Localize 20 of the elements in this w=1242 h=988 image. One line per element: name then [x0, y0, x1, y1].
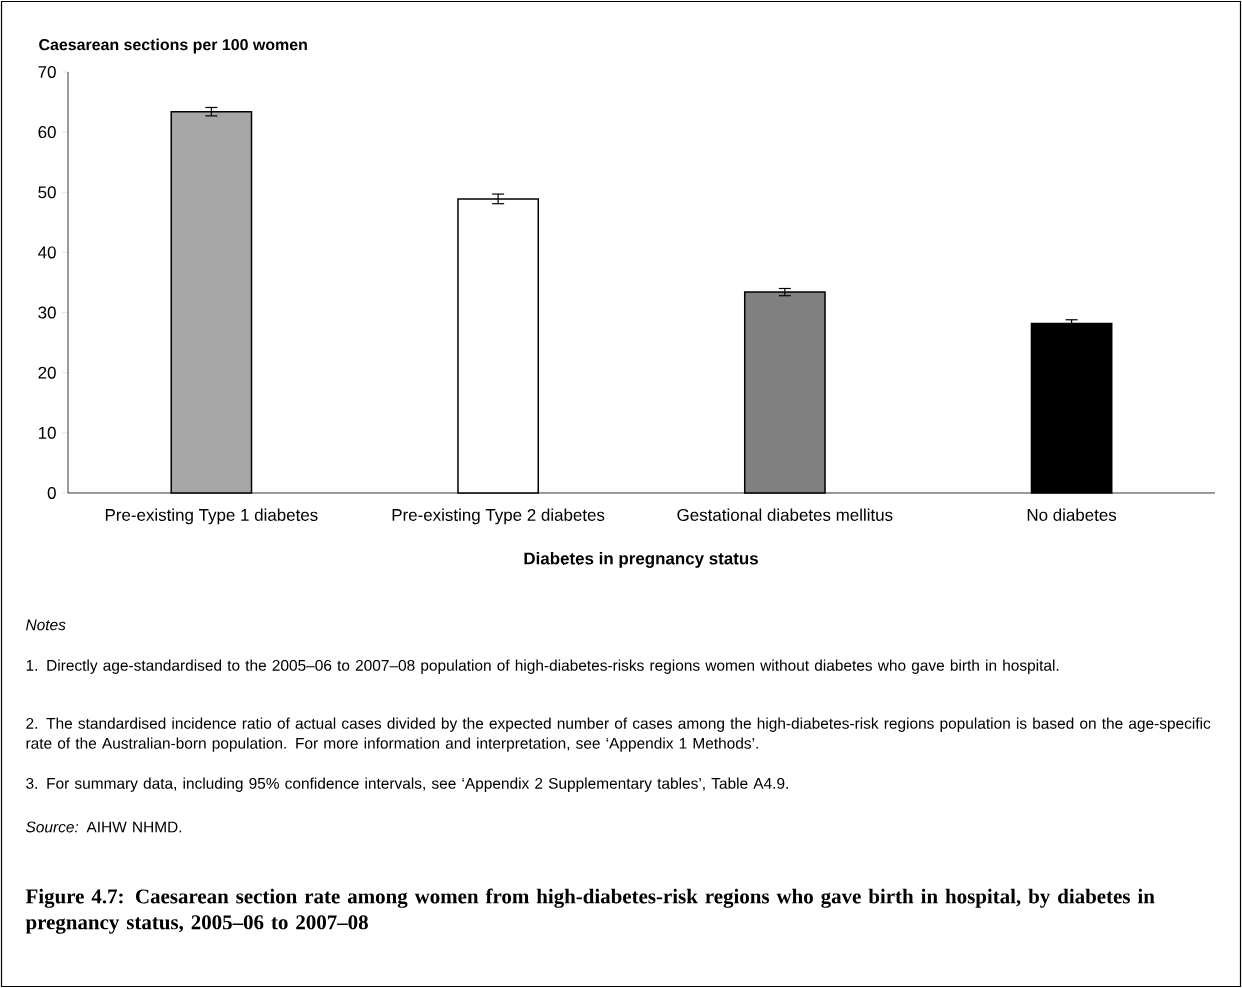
text: 2. The standardised incidence ratio of actual cases divided by the expected number of cases among the high-diabetes-risk regions population is based on the age-specific rate of the Australian-born population. For more information and interpretation, see ‘Appendix 1 Methods’. — [26, 717, 1211, 752]
x-tick-label: Pre-existing Type 1 diabetes — [105, 508, 318, 525]
text: Source: AIHW NHMD. — [25, 821, 182, 833]
y-axis-title: Caesarean sections per 100 women — [39, 38, 307, 54]
x-tick-label: Gestational diabetes mellitus — [677, 508, 893, 521]
y-tick-label: 70 — [38, 65, 56, 78]
y-tick-label: 30 — [38, 306, 56, 319]
y-tick-label: 0 — [47, 486, 56, 499]
text: Figure 4.7: Caesarean section rate among women from high-diabetes-risk regions who gave birth in hospital, by diabetes in pregnancy status, 2005–06 to 2007–08 — [25, 888, 1155, 934]
y-tick-label: 20 — [38, 366, 56, 379]
text: Notes — [26, 619, 66, 631]
x-axis-title: Diabetes in pregnancy status — [524, 552, 758, 568]
y-tick-label: 50 — [38, 186, 56, 199]
text: 1. Directly age-standardised to the 2005–06 to 2007–08 population of high-diabetes-risks regions women without diabetes who gave birth in hospital. — [26, 659, 1059, 674]
x-tick-label: No diabetes — [1027, 508, 1117, 521]
text: 3. For summary data, including 95% confidence intervals, see ‘Appendix 2 Supplementary tables’, Table A4.9. — [26, 777, 788, 792]
y-tick-label: 40 — [38, 246, 56, 259]
y-tick-label: 10 — [38, 426, 56, 439]
y-tick-label: 60 — [38, 126, 56, 139]
x-tick-label: Pre-existing Type 2 diabetes — [392, 508, 605, 525]
